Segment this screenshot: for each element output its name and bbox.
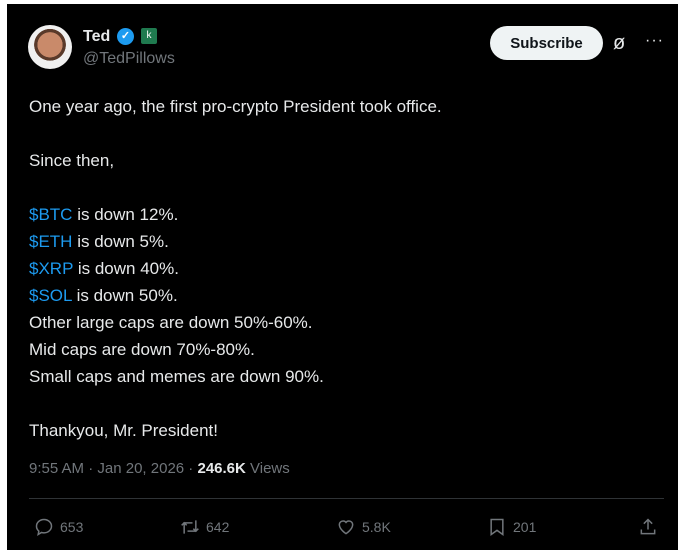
divider <box>29 498 664 499</box>
reply-icon <box>35 518 53 537</box>
text-line: Thankyou, Mr. President! <box>29 421 218 440</box>
separator: · <box>84 460 98 477</box>
cashtag-link[interactable]: $ETH <box>29 232 73 251</box>
text-line: Since then, <box>29 151 115 170</box>
affiliate-badge-icon[interactable]: k <box>141 28 157 44</box>
text: is down 50%. <box>71 286 178 305</box>
bookmark-button[interactable]: 201 <box>487 517 536 537</box>
share-icon <box>640 518 656 535</box>
timestamp-link[interactable]: 9:55 AM <box>29 460 85 477</box>
repost-count: 642 <box>206 519 230 535</box>
cashtag-link[interactable]: $XRP <box>29 259 74 278</box>
heart-icon <box>338 520 354 535</box>
bookmark-count: 201 <box>513 519 537 535</box>
text-line: $ETH is down 5%. <box>29 228 442 255</box>
author-handle[interactable]: @TedPillows <box>83 50 175 67</box>
like-button[interactable]: 5.8K <box>336 517 391 537</box>
subscribe-button[interactable]: Subscribe <box>490 26 603 60</box>
grok-icon[interactable]: ø <box>613 32 626 54</box>
reply-button[interactable]: 653 <box>34 517 83 537</box>
date-link[interactable]: Jan 20, 2026 <box>97 460 185 477</box>
text-line: $BTC is down 12%. <box>29 201 442 228</box>
tweet-meta: 9:55 AM · Jan 20, 2026 · 246.6K Views <box>29 460 290 477</box>
share-button[interactable] <box>638 517 658 537</box>
like-count: 5.8K <box>362 519 391 535</box>
author-name[interactable]: Ted <box>83 28 111 45</box>
text-line: One year ago, the first pro-crypto Presi… <box>29 97 442 116</box>
reply-count: 653 <box>60 519 84 535</box>
text-line: $XRP is down 40%. <box>29 255 442 282</box>
separator: · <box>184 460 198 477</box>
text: is down 12%. <box>72 205 179 224</box>
verified-badge-icon[interactable]: ✓ <box>117 28 134 45</box>
cashtag-link[interactable]: $SOL <box>29 286 72 305</box>
tweet-text: One year ago, the first pro-crypto Presi… <box>29 93 442 444</box>
text-line: Mid caps are down 70%-80%. <box>29 340 255 359</box>
text-line: Small caps and memes are down 90%. <box>29 367 324 386</box>
avatar[interactable] <box>28 25 72 69</box>
text: is down 40%. <box>73 259 179 278</box>
bookmark-icon <box>490 518 504 536</box>
text-line: $SOL is down 50%. <box>29 282 442 309</box>
repost-button[interactable]: 642 <box>180 517 229 537</box>
views-count: 246.6K <box>197 460 246 477</box>
cashtag-link[interactable]: $BTC <box>29 205 73 224</box>
more-icon[interactable]: ··· <box>645 32 664 49</box>
text: is down 5%. <box>72 232 169 251</box>
text-line: Other large caps are down 50%-60%. <box>29 313 313 332</box>
repost-icon <box>181 520 199 534</box>
tweet-card: Ted ✓ k @TedPillows Subscribe ø ··· One … <box>7 4 678 550</box>
views-label: Views <box>245 460 290 477</box>
